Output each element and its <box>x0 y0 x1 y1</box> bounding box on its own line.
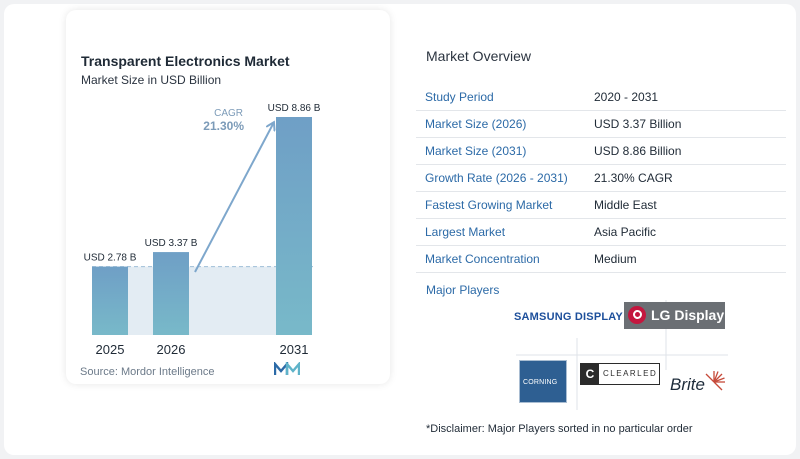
clearled-text: CLEARLED <box>603 369 658 378</box>
overview-key: Study Period <box>425 90 494 104</box>
cagr-arrow <box>194 124 273 273</box>
chart-card: Transparent Electronics Market Market Si… <box>66 10 390 384</box>
overview-row: Largest Market Asia Pacific <box>416 219 786 246</box>
overview-key: Market Concentration <box>425 252 540 266</box>
chart-title: Transparent Electronics Market <box>81 53 290 69</box>
cagr-label: CAGR <box>214 108 243 119</box>
overview-value: 2020 - 2031 <box>594 90 659 104</box>
bar <box>276 117 312 335</box>
overview-key: Growth Rate (2026 - 2031) <box>425 171 568 185</box>
chart-subtitle: Market Size in USD Billion <box>81 73 222 87</box>
overview-value: Middle East <box>594 198 657 212</box>
corning-text: CORNING <box>523 379 558 386</box>
brite-sunburst-icon <box>705 371 725 391</box>
major-players-label: Major Players <box>426 283 500 297</box>
cagr-value: 21.30% <box>203 119 244 133</box>
overview-value: USD 8.86 Billion <box>594 144 682 158</box>
bar <box>153 252 189 335</box>
source-note: Source: Mordor Intelligence <box>80 366 215 378</box>
market-overview-title: Market Overview <box>426 48 532 64</box>
bar-chart: USD 2.78 B 2025 USD 3.37 B 2026 USD 8.86 B 20… <box>84 103 321 357</box>
brite-logo: Brite <box>670 370 730 398</box>
overview-value: Asia Pacific <box>594 225 657 239</box>
brite-text: Brite <box>670 375 705 394</box>
overview-row: Market Size (2031) USD 8.86 Billion <box>416 138 786 165</box>
lg-display-logo: LG Display <box>624 302 725 329</box>
overview-key: Fastest Growing Market <box>425 198 553 212</box>
overview-row: Growth Rate (2026 - 2031) 21.30% CAGR <box>416 165 786 192</box>
corning-logo: CORNING <box>519 360 567 403</box>
overview-value: USD 3.37 Billion <box>594 117 682 131</box>
overview-key: Largest Market <box>425 225 506 239</box>
overview-value: 21.30% CAGR <box>594 171 673 185</box>
x-tick-label: 2025 <box>96 342 125 357</box>
disclaimer-text: *Disclaimer: Major Players sorted in no … <box>426 423 693 435</box>
mordor-intelligence-logo-icon <box>274 362 300 375</box>
overview-row: Study Period 2020 - 2031 <box>416 84 786 111</box>
overview-value: Medium <box>594 252 637 266</box>
overview-row: Fastest Growing Market Middle East <box>416 192 786 219</box>
reference-band <box>92 266 312 335</box>
overview-key: Market Size (2031) <box>425 144 527 158</box>
bar <box>92 266 128 335</box>
data-label: USD 2.78 B <box>84 253 137 264</box>
lg-circle-icon <box>628 306 646 324</box>
overview-row: Market Concentration Medium <box>416 246 786 273</box>
clearled-logo: C CLEARLED <box>580 363 660 385</box>
overview-row: Market Size (2026) USD 3.37 Billion <box>416 111 786 138</box>
overview-key: Market Size (2026) <box>425 117 527 131</box>
data-label: USD 8.86 B <box>268 103 321 114</box>
clearled-c-icon: C <box>581 364 599 384</box>
lg-display-text: LG Display <box>651 307 725 323</box>
data-label: USD 3.37 B <box>145 238 198 249</box>
x-tick-label: 2031 <box>280 342 309 357</box>
x-tick-label: 2026 <box>157 342 186 357</box>
samsung-display-logo: SAMSUNG DISPLAY <box>514 311 623 323</box>
